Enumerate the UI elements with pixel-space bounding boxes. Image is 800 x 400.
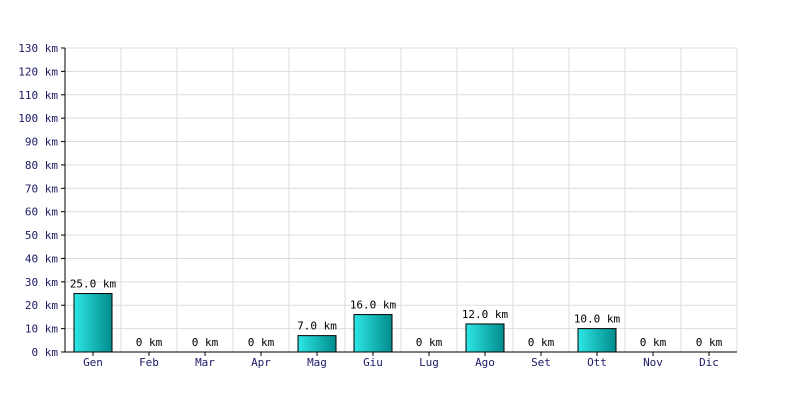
x-tick-label-ago: Ago — [475, 356, 495, 369]
bar-gen — [73, 293, 113, 353]
data-label-dic: 0 km — [696, 336, 723, 349]
y-axis-ticks: 0 km 10 km 20 km 30 km 40 km 50 km 60 km 70 km 8… — [18, 42, 65, 359]
bar-ago — [465, 323, 505, 353]
y-tick-label: 120 km — [18, 65, 58, 78]
y-tick-label: 40 km — [25, 252, 58, 265]
x-tick-label-mag: Mag — [307, 356, 327, 369]
x-tick-label-mar: Mar — [195, 356, 215, 369]
bar-mag — [297, 335, 337, 353]
y-tick-label: 130 km — [18, 42, 58, 55]
data-label-apr: 0 km — [248, 336, 275, 349]
data-label-set: 0 km — [528, 336, 555, 349]
x-tick-label-feb: Feb — [139, 356, 159, 369]
data-label-giu: 16.0 km — [350, 299, 397, 312]
y-tick-label: 20 km — [25, 299, 58, 312]
y-tick-label: 50 km — [25, 229, 58, 242]
gridlines — [65, 47, 738, 352]
data-label-mar: 0 km — [192, 336, 219, 349]
x-tick-label-lug: Lug — [419, 356, 439, 369]
bar-giu — [353, 314, 393, 353]
x-tick-label-ott: Ott — [587, 356, 607, 369]
data-label-feb: 0 km — [136, 336, 163, 349]
data-label-lug: 0 km — [416, 336, 443, 349]
data-label-gen: 25.0 km — [70, 278, 117, 291]
y-tick-label: 110 km — [18, 89, 58, 102]
x-tick-label-set: Set — [531, 356, 551, 369]
x-axis-ticks: Gen Feb Mar Apr Mag Giu Lug Ago Set Ott Nov Dic — [83, 352, 719, 369]
x-tick-label-dic: Dic — [699, 356, 719, 369]
y-tick-label: 90 km — [25, 136, 58, 149]
bar-ott — [577, 328, 617, 353]
y-tick-label: 30 km — [25, 276, 58, 289]
y-tick-label: 100 km — [18, 112, 58, 125]
data-label-mag: 7.0 km — [297, 320, 337, 333]
data-label-ott: 10.0 km — [574, 313, 621, 326]
data-labels: 25.0 km 0 km 0 km 0 km 7.0 km 16.0 km 0 km 12.0… — [70, 278, 723, 349]
y-tick-label: 60 km — [25, 206, 58, 219]
y-tick-label: 80 km — [25, 159, 58, 172]
x-tick-label-giu: Giu — [363, 356, 383, 369]
y-tick-label: 10 km — [25, 323, 58, 336]
axes — [64, 48, 737, 353]
x-tick-label-apr: Apr — [251, 356, 271, 369]
y-tick-label: 0 km — [32, 346, 59, 359]
data-label-nov: 0 km — [640, 336, 667, 349]
x-tick-label-nov: Nov — [643, 356, 663, 369]
y-tick-label: 70 km — [25, 182, 58, 195]
x-tick-label-gen: Gen — [83, 356, 103, 369]
data-label-ago: 12.0 km — [462, 308, 509, 321]
bars — [73, 293, 617, 353]
